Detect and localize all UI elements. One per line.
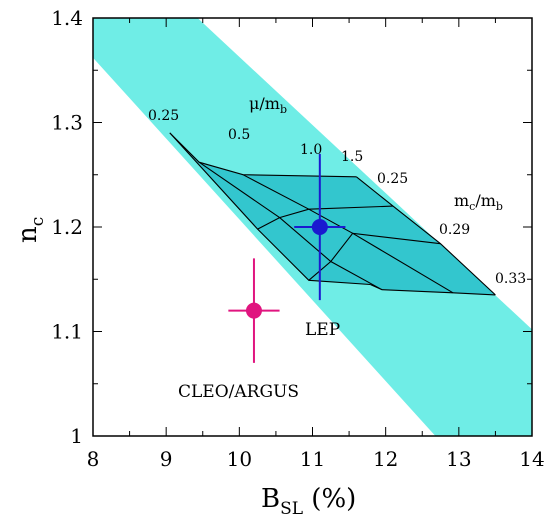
mu-line-0 [169, 132, 371, 286]
mc-line-0 [169, 132, 357, 178]
mc-value-2: 0.33 [495, 271, 526, 287]
data-points [228, 153, 346, 363]
x-tick-label-5: 13 [446, 447, 471, 471]
mu-value-0: 0.25 [148, 108, 179, 124]
x-tick-label-3: 11 [300, 447, 325, 471]
x-tick-label-0: 8 [87, 447, 100, 471]
marker-1 [245, 302, 262, 319]
mu-value-3: 1.5 [341, 149, 363, 165]
y-axis-title: nc [13, 217, 48, 243]
y-tick-label-0: 1 [70, 424, 83, 448]
y-tick-label-3: 1.3 [51, 111, 83, 135]
mu-line-2 [242, 174, 454, 294]
x-axis-title: BSL (%) [261, 484, 356, 514]
mc-value-0: 0.25 [377, 171, 408, 187]
mu-line-3 [356, 176, 496, 296]
mu-line-1 [198, 161, 383, 291]
x-tick-label-6: 14 [519, 447, 544, 471]
point-1 [228, 258, 280, 363]
mc-line-3 [370, 283, 496, 296]
marker-0 [311, 219, 328, 235]
mc-value-1: 0.29 [439, 222, 470, 238]
y-tick-label-1: 1.1 [51, 320, 83, 344]
axis-ticks: 8 9 10 11 12 13 14 1 1.1 1.2 1.3 1.4 [51, 6, 545, 471]
x-tick-label-4: 12 [373, 447, 398, 471]
theory-grid-region [169, 132, 496, 295]
cleo-argus-label: CLEO/ARGUS [178, 382, 299, 402]
point-0 [294, 153, 346, 301]
mu-axis-label: μ/mb [249, 94, 287, 116]
mu-value-1: 0.5 [228, 127, 250, 143]
mu-value-2: 1.0 [300, 142, 322, 158]
theory-grid-lines [169, 132, 496, 296]
y-tick-label-2: 1.2 [51, 215, 83, 239]
mc-axis-label: mc/mb [454, 191, 503, 213]
y-tick-label-4: 1.4 [51, 6, 83, 30]
mc-line-1 [257, 205, 394, 230]
lep-label: LEP [305, 320, 340, 340]
x-tick-label-1: 9 [160, 447, 173, 471]
x-tick-label-2: 10 [227, 447, 252, 471]
